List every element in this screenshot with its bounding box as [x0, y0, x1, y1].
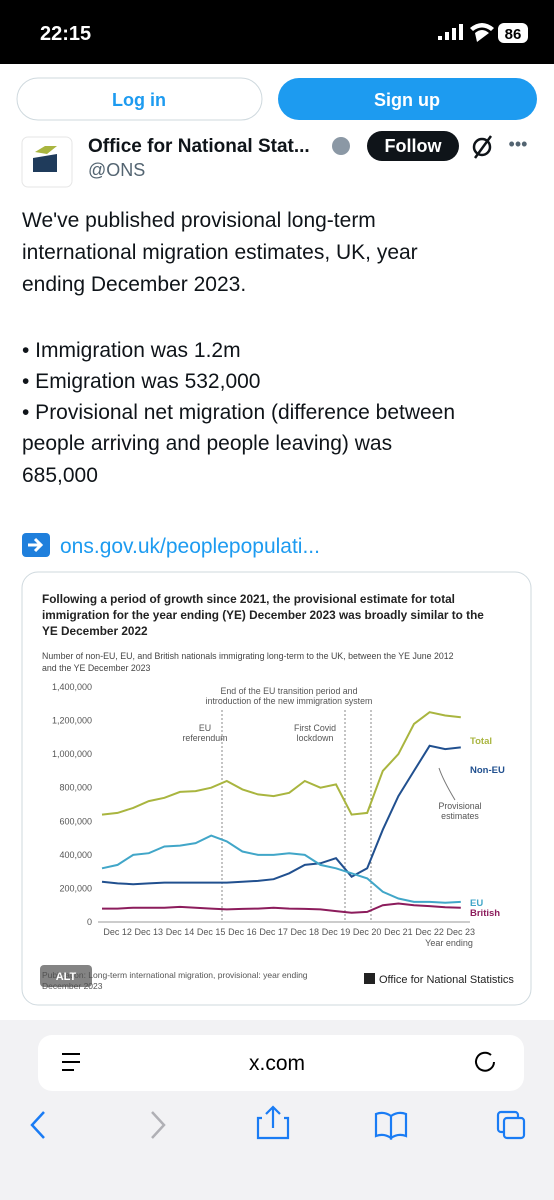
share-icon[interactable] — [256, 1105, 290, 1140]
bookmarks-icon[interactable] — [374, 1111, 408, 1141]
login-button[interactable] — [16, 77, 263, 121]
post-body: We've published provisional long-term int… — [22, 209, 455, 487]
series-line — [101, 711, 461, 816]
account-handle[interactable]: @ONS — [88, 160, 145, 180]
x-tick-label: Dec 12 — [103, 927, 132, 937]
follow-label[interactable]: Follow — [385, 136, 443, 156]
post-text-line: 685,000 — [22, 464, 98, 487]
account-name[interactable]: Office for National Stat... — [88, 136, 310, 157]
post-text-line: • Provisional net migration (difference … — [22, 401, 455, 424]
x-tick-label: Dec 20 — [353, 927, 382, 937]
post-text-line: ending December 2023. — [22, 273, 246, 296]
post-text-line: people arriving and people leaving) was — [22, 432, 392, 455]
signup-button[interactable] — [278, 78, 537, 120]
status-time: 22:15 — [40, 23, 91, 45]
wifi-icon — [470, 23, 494, 42]
y-tick-label: 1,400,000 — [52, 682, 92, 692]
x-tick-label: Dec 18 — [291, 927, 320, 937]
chart-subtitle: Number of non-EU, EU, and British nation… — [42, 651, 454, 661]
grok-icon[interactable] — [472, 137, 492, 157]
y-tick-label: 1,200,000 — [52, 716, 92, 726]
x-tick-label: Dec 15 — [197, 927, 226, 937]
y-tick-label: 800,000 — [59, 783, 92, 793]
follow-button[interactable] — [367, 131, 459, 161]
media-card[interactable] — [21, 571, 532, 1006]
x-tick-label: Dec 22 — [415, 927, 444, 937]
arrow-glyph — [28, 537, 44, 553]
annotation: lockdown — [297, 733, 334, 743]
series-line — [101, 834, 461, 904]
legend-label: EU — [470, 898, 483, 909]
alt-badge[interactable] — [40, 965, 92, 987]
signal-icon — [438, 24, 463, 40]
battery-level: 86 — [505, 26, 522, 43]
tabs-icon[interactable] — [502, 1116, 526, 1140]
legend-label: Total — [470, 736, 492, 747]
alt-label: ALT — [56, 971, 77, 983]
post-text-line: international migration estimates, UK, y… — [22, 241, 418, 264]
chart-title: immigration for the year ending (YE) Dec… — [42, 608, 484, 622]
series-line — [102, 902, 461, 914]
annotation: EU — [199, 723, 211, 733]
annotation: First Covid — [294, 723, 336, 733]
forward-icon[interactable] — [151, 1111, 166, 1139]
annotation: referendum — [183, 733, 228, 743]
y-tick-label: 200,000 — [59, 883, 92, 893]
footnote: Publication: Long-term international mig… — [42, 970, 308, 980]
annotation: End of the EU transition period and — [221, 686, 358, 696]
x-tick-label: Dec 21 — [384, 927, 413, 937]
x-tick-label: Dec 17 — [259, 927, 288, 937]
y-tick-label: 600,000 — [59, 816, 92, 826]
more-menu[interactable]: ••• — [509, 134, 528, 154]
y-tick-label: 1,000,000 — [52, 749, 92, 759]
x-tick-label: Dec 19 — [322, 927, 351, 937]
logo-part — [33, 154, 57, 172]
series-line — [101, 744, 461, 886]
annotation: Provisional — [438, 801, 481, 811]
x-axis-label: Year ending — [425, 938, 473, 948]
annotation: introduction of the new immigration syst… — [206, 696, 373, 706]
y-tick-label: 400,000 — [59, 850, 92, 860]
reader-icon[interactable] — [62, 1053, 80, 1071]
verified-badge — [332, 137, 350, 155]
post-link[interactable]: ons.gov.uk/peoplepopulati... — [60, 535, 320, 558]
x-tick-label: Dec 23 — [447, 927, 476, 937]
chart-title: Following a period of growth since 2021,… — [42, 592, 455, 606]
address-field[interactable] — [38, 1035, 524, 1091]
post-text-line: • Emigration was 532,000 — [22, 370, 261, 393]
chart-subtitle: and the YE December 2023 — [42, 663, 151, 673]
legend-label: Non-EU — [470, 765, 505, 776]
battery-icon — [498, 23, 528, 43]
post-text-line: • Immigration was 1.2m — [22, 339, 241, 362]
x-tick-label: Dec 14 — [166, 927, 195, 937]
post-text-line: We've published provisional long-term — [22, 209, 376, 232]
annotation: estimates — [441, 811, 479, 821]
login-label[interactable]: Log in — [112, 90, 166, 110]
annotation-arrow — [438, 767, 456, 801]
logo-part — [35, 146, 57, 154]
reload-icon[interactable] — [475, 1051, 495, 1072]
source: Office for National Statistics — [379, 974, 514, 986]
source-logo — [364, 973, 375, 984]
x-tick-label: Dec 13 — [135, 927, 164, 937]
y-tick-label: 0 — [87, 917, 92, 927]
back-icon[interactable] — [30, 1111, 45, 1139]
x-tick-label: Dec 16 — [228, 927, 257, 937]
grok-icon — [473, 135, 493, 159]
chart: Following a period of growth since 2021,… — [40, 592, 514, 991]
url[interactable]: x.com — [249, 1052, 305, 1075]
chart-title: YE December 2022 — [42, 624, 148, 638]
signup-label[interactable]: Sign up — [374, 90, 440, 110]
legend-label: British — [470, 908, 500, 919]
